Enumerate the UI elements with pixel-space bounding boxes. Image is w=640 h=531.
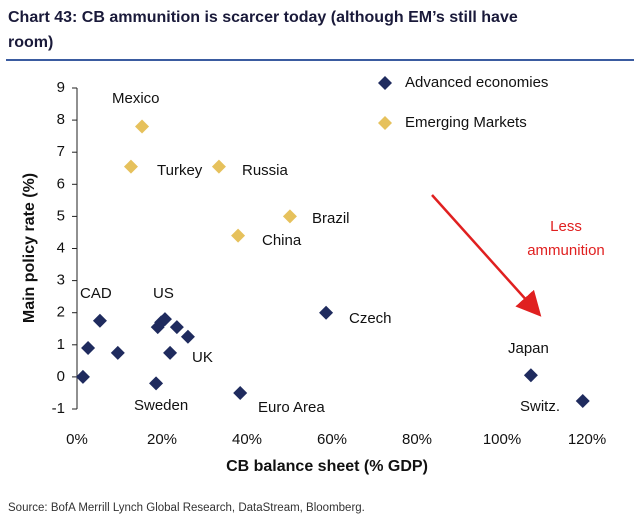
y-tick-label: -1 <box>52 400 65 417</box>
point <box>149 376 164 391</box>
chart-title: Chart 43: CB ammunition is scarcer today… <box>8 9 518 51</box>
x-tick-label: 20% <box>147 431 177 448</box>
x-tick-label: 0% <box>66 431 88 448</box>
annotation: Less <box>550 218 582 235</box>
point <box>110 345 125 360</box>
point <box>157 312 172 327</box>
point <box>123 159 138 174</box>
point <box>169 320 184 335</box>
annotation: China <box>262 232 302 249</box>
annotation: Brazil <box>312 210 350 227</box>
y-tick-label: 5 <box>57 207 65 224</box>
point <box>75 369 90 384</box>
annotation: Russia <box>242 162 289 179</box>
annotation: Japan <box>508 340 549 357</box>
point <box>575 393 590 408</box>
point <box>319 305 334 320</box>
x-tick-label: 60% <box>317 431 347 448</box>
legend-marker <box>378 116 392 130</box>
annotation: CAD <box>80 285 112 302</box>
point <box>233 385 248 400</box>
point <box>211 159 226 174</box>
annotation: Sweden <box>134 397 188 414</box>
point <box>523 368 538 383</box>
annotation: Czech <box>349 310 392 327</box>
source: Source: BofA Merrill Lynch Global Resear… <box>8 502 365 514</box>
x-tick-label: 120% <box>568 431 606 448</box>
y-tick-label: 1 <box>57 336 65 353</box>
y-tick-label: 0 <box>57 368 65 385</box>
point <box>282 209 297 224</box>
y-tick-label: 3 <box>57 272 65 289</box>
x-axis-label: CB balance sheet (% GDP) <box>226 458 428 475</box>
point <box>92 313 107 328</box>
y-tick-label: 7 <box>57 143 65 160</box>
arrow <box>431 194 542 317</box>
x-tick-label: 40% <box>232 431 262 448</box>
legend-label: Emerging Markets <box>405 114 527 131</box>
point <box>135 119 150 134</box>
point <box>163 345 178 360</box>
y-tick-label: 2 <box>57 304 65 321</box>
annotation: ammunition <box>527 242 605 259</box>
y-axis-label: Main policy rate (%) <box>21 173 38 323</box>
annotation: Turkey <box>157 162 203 179</box>
annotation: Switz. <box>520 398 560 415</box>
annotation: Mexico <box>112 90 160 107</box>
legend-marker <box>378 76 392 90</box>
y-tick-label: 6 <box>57 175 65 192</box>
point <box>180 329 195 344</box>
legend-label: Advanced economies <box>405 74 548 91</box>
annotation: UK <box>192 349 213 366</box>
x-tick-label: 100% <box>483 431 521 448</box>
y-tick-label: 8 <box>57 111 65 128</box>
y-tick-label: 9 <box>57 79 65 96</box>
x-tick-label: 80% <box>402 431 432 448</box>
point <box>231 228 246 243</box>
y-tick-label: 4 <box>57 239 65 256</box>
point <box>81 341 96 356</box>
annotation: Euro Area <box>258 399 325 416</box>
annotation: US <box>153 285 174 302</box>
